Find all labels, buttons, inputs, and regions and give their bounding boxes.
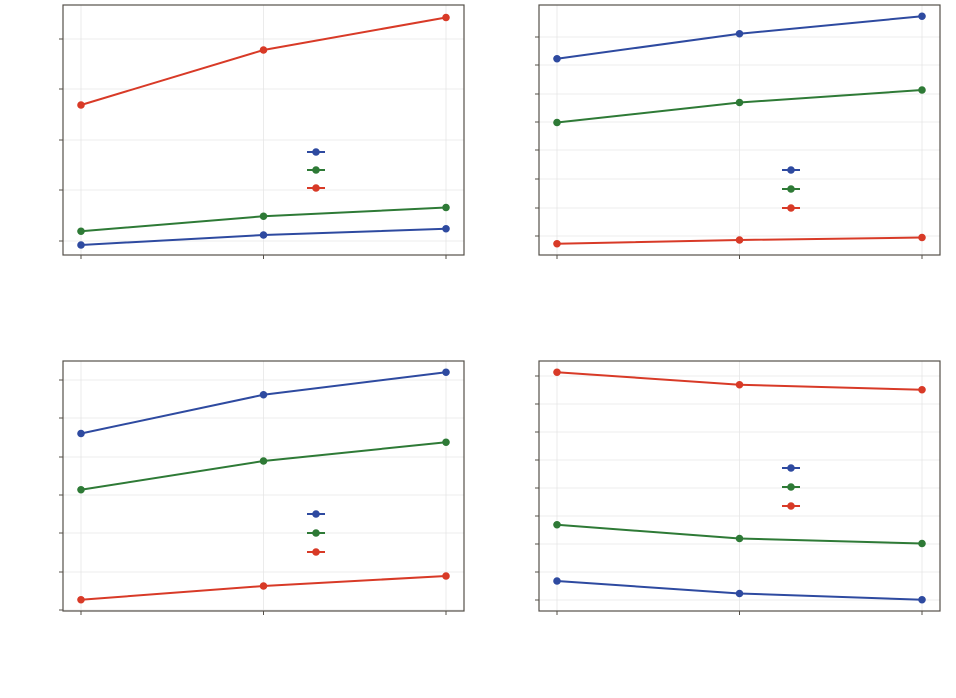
legend-marker-green: [787, 483, 795, 491]
data-point-red: [553, 239, 561, 248]
series-red: [553, 368, 926, 394]
data-point-green: [553, 118, 561, 127]
data-point-green: [735, 98, 744, 107]
legend-marker-blue: [787, 166, 795, 174]
data-point-red: [735, 236, 744, 244]
data-point-green: [77, 227, 85, 236]
series-red: [77, 572, 450, 604]
data-point-green: [442, 203, 450, 212]
data-point-blue: [553, 577, 561, 585]
legend-marker-green: [787, 185, 795, 193]
legend: [782, 464, 800, 510]
data-point-red: [259, 582, 268, 590]
data-point-green: [259, 212, 268, 221]
data-point-blue: [259, 231, 268, 239]
series-blue: [77, 224, 450, 249]
series-blue: [77, 368, 450, 438]
legend-marker-red: [787, 502, 795, 510]
legend: [782, 166, 800, 212]
series-green: [553, 86, 926, 127]
data-point-green: [918, 86, 926, 94]
grid: [63, 361, 464, 611]
data-point-blue: [77, 241, 85, 249]
data-point-red: [553, 368, 561, 377]
data-point-red: [442, 572, 450, 580]
data-point-green: [442, 438, 450, 447]
data-point-red: [442, 13, 450, 22]
data-point-red: [735, 380, 744, 389]
legend-marker-blue: [312, 148, 320, 156]
ticks: [59, 379, 447, 615]
panel-top-right: [535, 4, 941, 259]
data-point-blue: [77, 429, 85, 438]
ticks: [535, 36, 923, 259]
data-point-green: [918, 539, 926, 548]
panel-bottom-right: [535, 360, 941, 615]
data-point-green: [735, 534, 744, 543]
data-point-red: [259, 46, 268, 54]
data-point-red: [77, 595, 85, 604]
data-point-blue: [735, 589, 744, 598]
legend: [307, 148, 325, 192]
series-green: [77, 438, 450, 494]
series-red: [553, 233, 926, 248]
data-point-blue: [442, 224, 450, 233]
data-point-green: [553, 520, 561, 529]
data-point-green: [77, 485, 85, 494]
data-point-blue: [918, 12, 926, 21]
data-point-blue: [553, 54, 561, 63]
grid: [539, 361, 940, 611]
legend-marker-blue: [312, 510, 320, 518]
series-red: [77, 13, 450, 109]
data-point-blue: [442, 368, 450, 377]
legend-marker-red: [312, 548, 320, 556]
data-point-blue: [918, 595, 926, 604]
data-point-red: [77, 101, 85, 109]
legend: [307, 510, 325, 556]
data-point-blue: [259, 390, 268, 399]
legend-marker-blue: [787, 464, 795, 472]
series-blue: [553, 12, 926, 63]
legend-marker-green: [312, 529, 320, 537]
data-point-red: [918, 385, 926, 394]
data-point-blue: [735, 29, 744, 38]
legend-marker-red: [312, 184, 320, 192]
legend-marker-red: [787, 204, 795, 212]
series-blue: [553, 577, 926, 604]
series-green: [553, 520, 926, 548]
data-point-green: [259, 457, 268, 465]
ticks: [59, 38, 447, 259]
panel-bottom-left: [59, 360, 465, 615]
grid: [539, 5, 940, 255]
ticks: [535, 375, 923, 615]
panel-top-left: [59, 4, 465, 259]
series-green: [77, 203, 450, 236]
data-point-red: [918, 233, 926, 242]
legend-marker-green: [312, 166, 320, 174]
